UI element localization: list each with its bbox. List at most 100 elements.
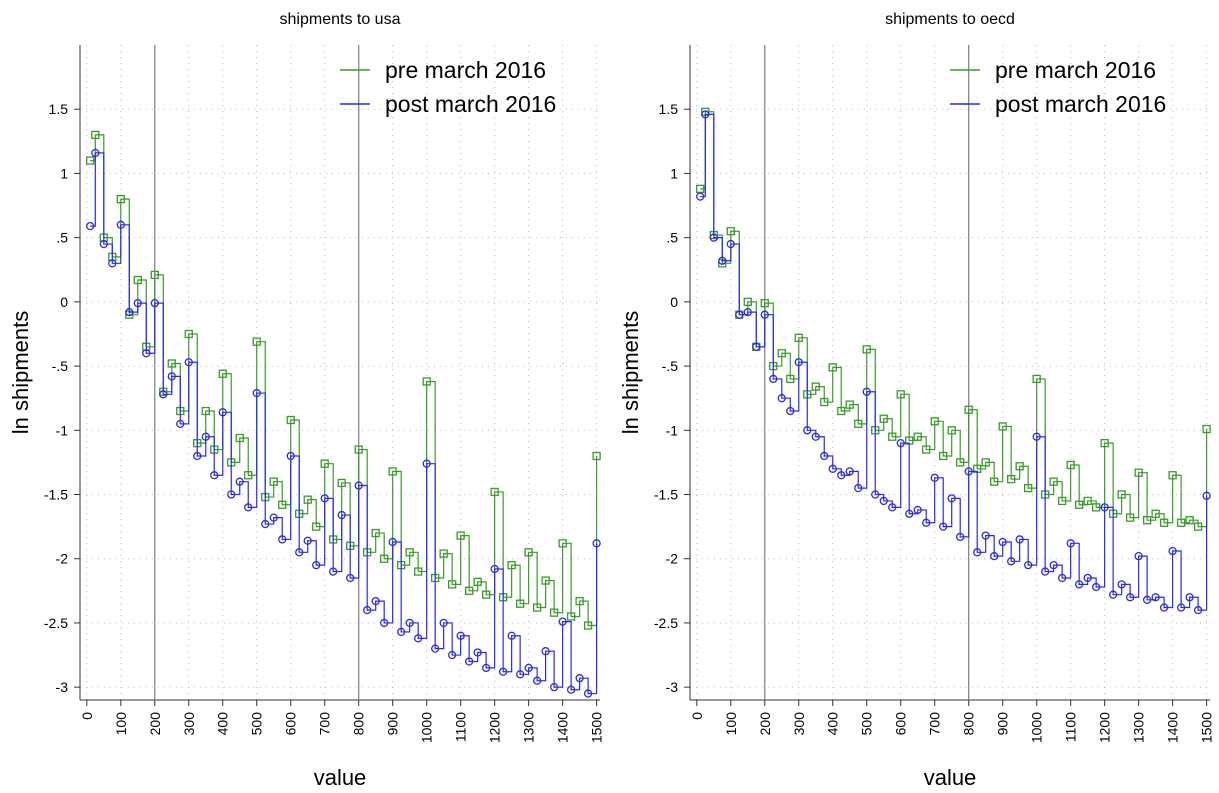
x-tick-label: 1400 [555,712,571,743]
marker [116,220,125,229]
x-tick-label: 600 [893,712,909,736]
y-axis-title: ln shipments [8,311,33,435]
marker [592,451,601,461]
marker [888,503,897,512]
marker [1108,590,1118,599]
marker [1024,483,1033,493]
marker [879,496,888,506]
marker [320,459,329,468]
marker [981,458,990,467]
marker [896,438,905,448]
marker [1134,468,1143,477]
marker [1117,580,1126,589]
marker [465,657,474,666]
marker [422,377,431,386]
x-tick-label: 700 [927,712,943,736]
marker [1091,582,1101,592]
marker [811,382,820,391]
x-tick-label: 100 [113,712,129,736]
x-tick-label: 400 [825,712,841,736]
marker [930,473,939,482]
x-tick-label: 700 [317,712,333,736]
y-tick-label: -1 [666,422,679,438]
marker [811,432,820,441]
marker [701,110,710,119]
marker [278,535,287,544]
marker [159,390,168,399]
marker [269,513,278,522]
marker [286,415,295,425]
marker [278,500,287,509]
marker [1100,438,1109,448]
marker [86,156,95,165]
marker [696,184,705,193]
marker [346,573,355,583]
marker [735,310,744,319]
marker [794,358,803,367]
marker [456,631,465,640]
x-tick-label: 1300 [1131,712,1147,743]
marker [558,617,567,626]
marker [769,374,778,384]
marker [1159,518,1169,527]
x-tick-label: 0 [79,712,95,720]
marker [252,388,261,398]
marker [380,618,389,628]
marker [388,537,397,547]
marker [862,345,871,354]
marker [862,387,871,396]
marker [879,414,888,423]
marker [845,467,854,476]
marker [1142,516,1152,525]
marker [726,239,735,249]
marker [1058,496,1067,506]
marker [1159,603,1169,612]
marker [295,548,304,557]
marker [167,372,176,381]
marker [184,358,193,367]
marker [1075,580,1084,589]
legend-label: pre march 2016 [385,57,546,83]
marker [116,194,125,204]
y-tick-label: -1.5 [44,487,68,503]
marker [939,451,948,461]
x-tick-label: 800 [961,712,977,736]
marker [1125,513,1135,522]
marker [507,560,516,570]
marker [760,298,769,308]
marker [1134,552,1143,561]
y-tick-label: 0 [670,294,678,310]
marker [1193,605,1203,615]
marker [837,406,846,416]
marker [837,471,846,480]
marker [922,445,931,454]
y-tick-label: -2.5 [654,615,678,631]
y-tick-label: -2 [56,551,69,567]
marker [1049,477,1058,486]
y-tick-label: -3 [666,679,679,695]
marker [913,505,922,515]
marker [371,528,380,538]
marker [541,576,550,585]
marker [1117,490,1126,499]
marker [473,577,482,586]
marker [405,618,414,628]
marker [431,644,440,653]
marker [465,586,474,595]
marker [1015,535,1024,544]
marker [481,663,491,673]
marker [244,471,253,480]
marker [1007,474,1016,484]
x-tick-label: 500 [249,712,265,736]
marker [125,307,134,317]
marker [566,612,576,621]
marker [150,270,159,280]
marker [405,548,414,557]
marker [201,432,210,441]
marker [184,329,193,339]
marker [524,548,533,557]
marker [1083,496,1092,506]
marker [1032,374,1041,384]
marker [329,567,338,576]
